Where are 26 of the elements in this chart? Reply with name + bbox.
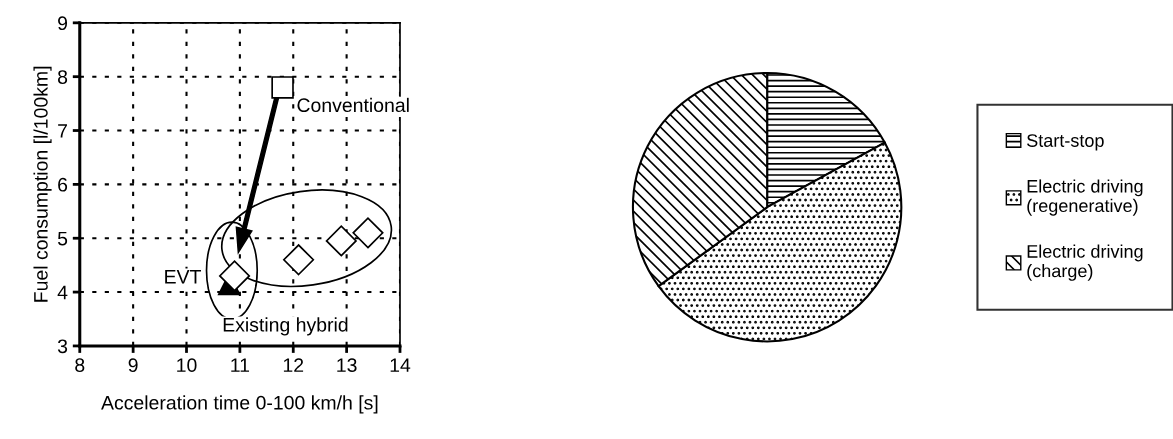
- x-tick-label: 14: [390, 358, 411, 372]
- x-tick-label: 8: [75, 358, 85, 373]
- x-tick-label: 11: [231, 358, 250, 372]
- point: [271, 76, 294, 99]
- x-axis-title: Acceleration time 0-100 km/h [s]: [101, 395, 378, 414]
- x-tick-label: 12: [283, 358, 304, 372]
- legend-label: Start-stop: [1027, 134, 1104, 151]
- x-tick-label: 9: [128, 358, 138, 373]
- x-tick-label: 13: [337, 358, 357, 373]
- legend-label: Electric driving (charge): [1027, 244, 1143, 281]
- y-tick-label: 3: [57, 339, 68, 354]
- point: [325, 225, 357, 257]
- y-tick-label: 4: [57, 285, 68, 300]
- point: [283, 244, 315, 276]
- x-tick-label: 10: [177, 358, 197, 373]
- y-tick-label: 6: [58, 177, 68, 192]
- legend-label: Electric driving (regenerative): [1027, 179, 1143, 216]
- annotation: EVT: [165, 270, 201, 284]
- y-tick-label: 5: [57, 231, 68, 246]
- y-axis-title: Fuel consumption [l/100km]: [33, 66, 52, 302]
- point: [352, 217, 384, 249]
- y-tick-label: 7: [58, 124, 67, 138]
- y-tick-label: 8: [57, 70, 68, 84]
- annotation: Conventional: [297, 97, 409, 113]
- annotation: Existing hybrid: [223, 317, 348, 336]
- y-tick-label: 9: [58, 16, 68, 31]
